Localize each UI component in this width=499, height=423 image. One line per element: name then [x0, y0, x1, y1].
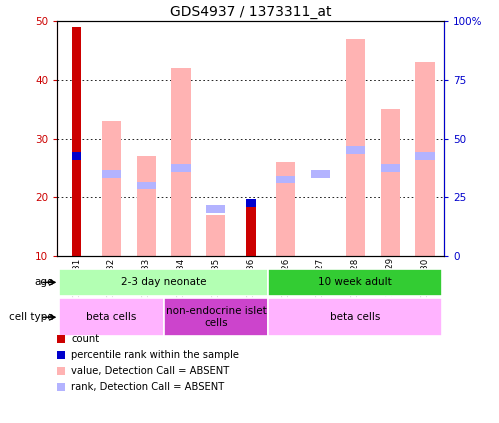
Text: percentile rank within the sample: percentile rank within the sample: [71, 350, 240, 360]
Bar: [72, 152, 81, 160]
Bar: [172, 68, 191, 256]
Bar: [59, 269, 268, 296]
Bar: [415, 152, 435, 160]
Text: 10 week adult: 10 week adult: [318, 277, 392, 287]
Bar: [381, 164, 400, 172]
Title: GDS4937 / 1373311_at: GDS4937 / 1373311_at: [170, 5, 331, 19]
Bar: [206, 215, 226, 256]
Bar: [246, 203, 255, 256]
Text: count: count: [71, 334, 99, 344]
Bar: [172, 164, 191, 172]
Bar: [415, 62, 435, 256]
Text: 2-3 day neonate: 2-3 day neonate: [121, 277, 207, 287]
Bar: [381, 109, 400, 256]
Bar: [164, 298, 268, 336]
Text: non-endocrine islet
cells: non-endocrine islet cells: [166, 306, 266, 328]
Text: beta cells: beta cells: [86, 312, 137, 322]
Bar: [102, 121, 121, 256]
Bar: [346, 39, 365, 256]
Bar: [206, 205, 226, 213]
Bar: [268, 269, 443, 296]
Text: cell type: cell type: [9, 312, 53, 322]
Bar: [346, 146, 365, 154]
Bar: [276, 162, 295, 256]
Bar: [246, 199, 255, 207]
Bar: [59, 298, 164, 336]
Bar: [276, 176, 295, 184]
Text: age: age: [34, 277, 53, 287]
Bar: [72, 27, 81, 256]
Bar: [268, 298, 443, 336]
Text: rank, Detection Call = ABSENT: rank, Detection Call = ABSENT: [71, 382, 225, 392]
Text: value, Detection Call = ABSENT: value, Detection Call = ABSENT: [71, 366, 230, 376]
Bar: [137, 181, 156, 190]
Bar: [311, 170, 330, 178]
Bar: [137, 156, 156, 256]
Text: beta cells: beta cells: [330, 312, 380, 322]
Bar: [102, 170, 121, 178]
